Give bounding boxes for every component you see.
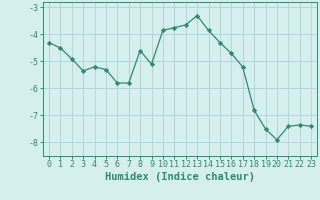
X-axis label: Humidex (Indice chaleur): Humidex (Indice chaleur)	[105, 172, 255, 182]
